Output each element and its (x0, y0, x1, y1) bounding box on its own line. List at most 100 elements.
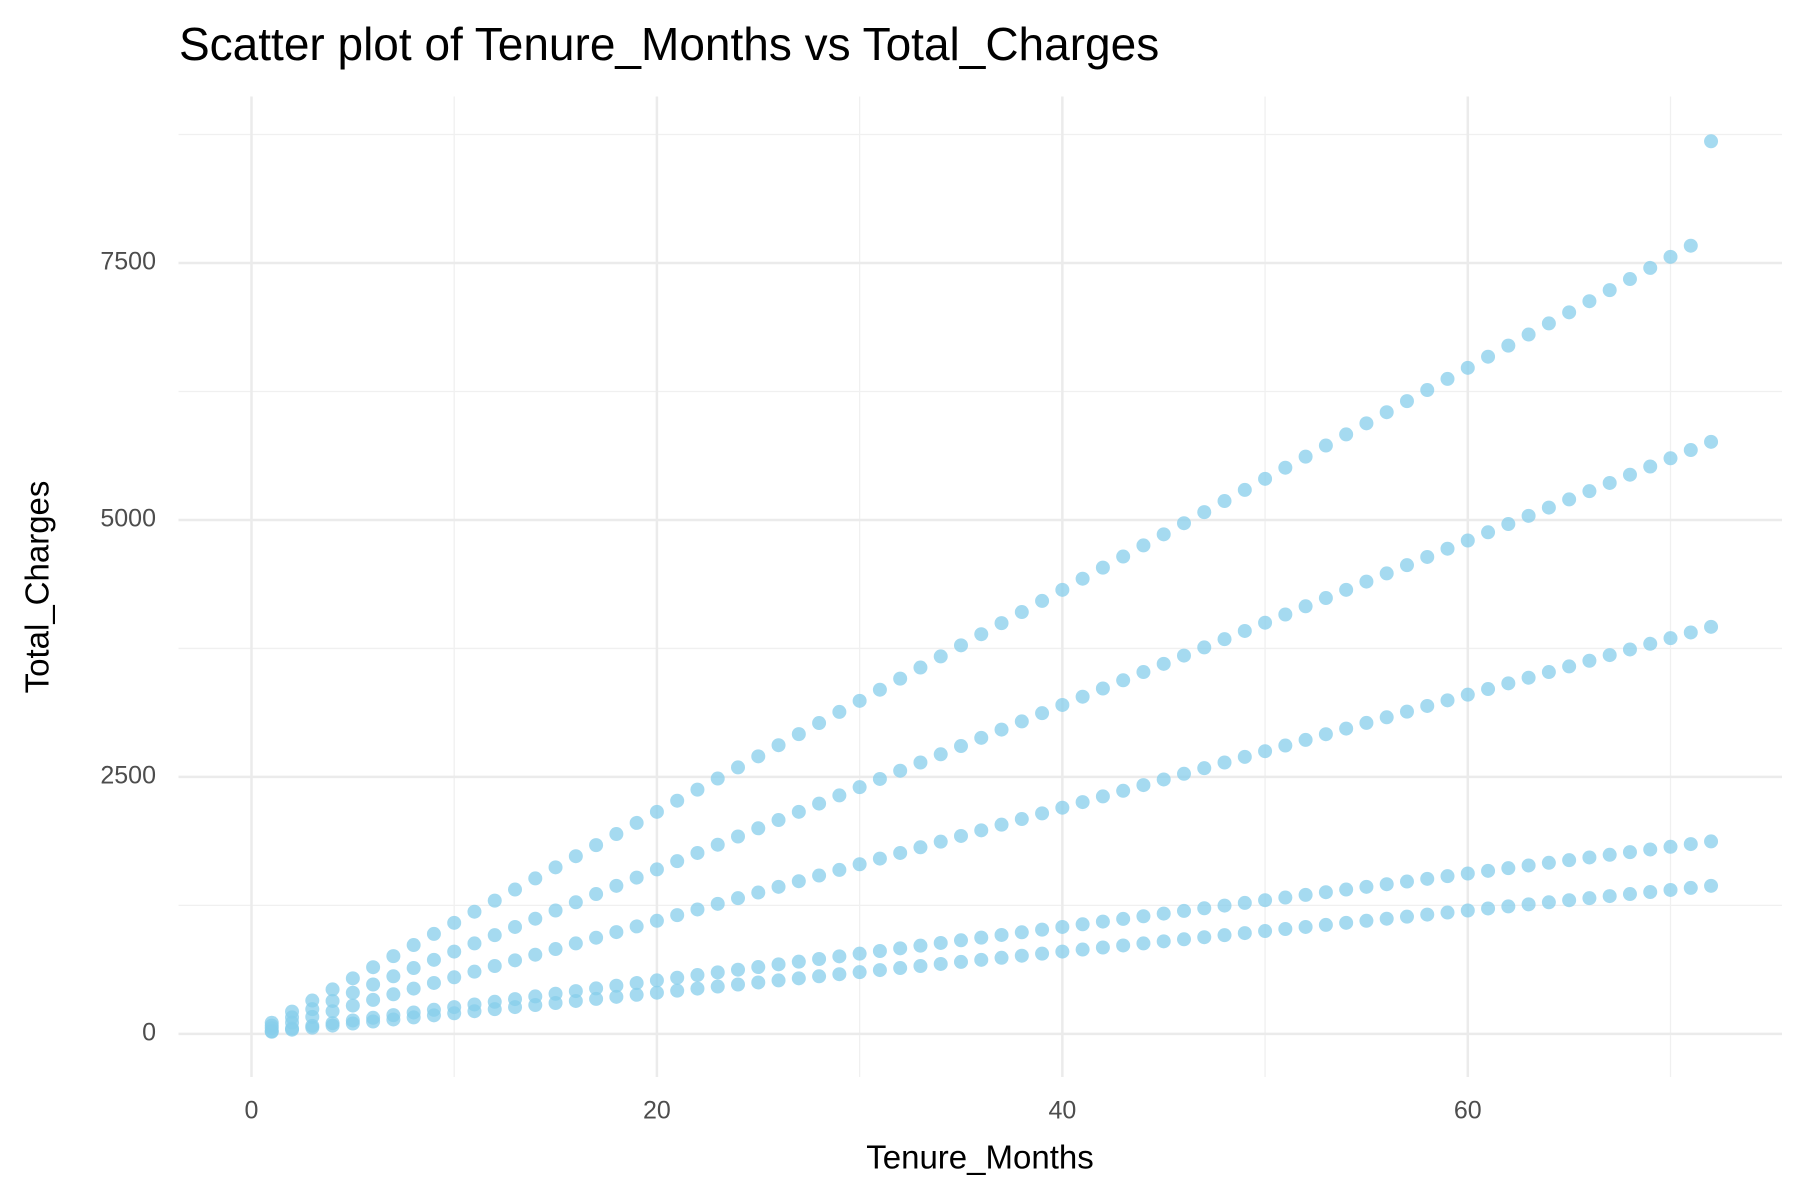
point (1359, 574, 1374, 589)
point (1136, 665, 1151, 680)
point (812, 796, 827, 811)
point (649, 804, 664, 819)
point (933, 649, 948, 664)
point (1622, 887, 1637, 902)
point (1622, 845, 1637, 860)
point (1683, 880, 1698, 895)
point (1339, 427, 1354, 442)
point (994, 927, 1009, 942)
point (386, 1008, 401, 1023)
point (1501, 676, 1516, 691)
point (1217, 755, 1232, 770)
point (1095, 940, 1110, 955)
point (629, 987, 644, 1002)
point (670, 908, 685, 923)
point (1318, 591, 1333, 606)
point (1156, 772, 1171, 787)
point (771, 973, 786, 988)
point (589, 981, 604, 996)
point (366, 960, 381, 975)
point (366, 992, 381, 1007)
point (325, 982, 340, 997)
point (1481, 525, 1496, 540)
point (1643, 842, 1658, 857)
point (710, 837, 725, 852)
point (1460, 903, 1475, 918)
point (1440, 869, 1455, 884)
point (751, 960, 766, 975)
point (710, 979, 725, 994)
point (1318, 885, 1333, 900)
point (1095, 789, 1110, 804)
point (1379, 566, 1394, 581)
point (1359, 715, 1374, 730)
point (1298, 599, 1313, 614)
point (832, 788, 847, 803)
point (589, 991, 604, 1006)
point (568, 895, 583, 910)
point (751, 821, 766, 836)
point (1460, 866, 1475, 881)
point (1095, 914, 1110, 929)
y-tick-label: 2500 (100, 761, 156, 789)
point (1643, 260, 1658, 275)
point (1055, 697, 1070, 712)
point (731, 977, 746, 992)
point (1440, 905, 1455, 920)
point (386, 969, 401, 984)
point (1622, 467, 1637, 482)
point (528, 871, 543, 886)
point (1663, 631, 1678, 646)
point (1643, 459, 1658, 474)
point (487, 893, 502, 908)
point (345, 1013, 360, 1028)
point (426, 926, 441, 941)
point (953, 933, 968, 948)
y-tick-label: 7500 (100, 248, 156, 276)
point (913, 755, 928, 770)
point (609, 878, 624, 893)
point (791, 727, 806, 742)
point (933, 935, 948, 950)
point (852, 965, 867, 980)
point (447, 970, 462, 985)
point (1420, 383, 1435, 398)
point (1704, 134, 1719, 149)
point (1582, 850, 1597, 865)
point (1055, 944, 1070, 959)
point (1136, 778, 1151, 793)
point (1278, 922, 1293, 936)
point (670, 793, 685, 808)
point (1298, 887, 1313, 902)
point (1663, 882, 1678, 897)
point (771, 879, 786, 894)
point (1176, 903, 1191, 918)
point (1258, 615, 1273, 630)
point (366, 1010, 381, 1025)
y-tick-label: 0 (142, 1018, 156, 1046)
point (1176, 516, 1191, 531)
point (1582, 653, 1597, 668)
point (1602, 648, 1617, 663)
point (1217, 494, 1232, 509)
point (1602, 847, 1617, 862)
point (974, 823, 989, 838)
point (609, 989, 624, 1004)
point (1460, 360, 1475, 375)
point (467, 904, 482, 919)
point (872, 682, 887, 697)
point (589, 838, 604, 853)
point (1541, 855, 1556, 870)
point (1704, 834, 1719, 849)
point (1116, 549, 1131, 564)
point (1035, 806, 1050, 821)
point (1278, 738, 1293, 753)
point (1278, 460, 1293, 475)
point (1562, 492, 1577, 507)
point (1217, 632, 1232, 647)
point (1481, 863, 1496, 878)
point (1541, 895, 1556, 910)
point (1683, 837, 1698, 852)
point (1399, 558, 1414, 573)
point (1379, 710, 1394, 725)
